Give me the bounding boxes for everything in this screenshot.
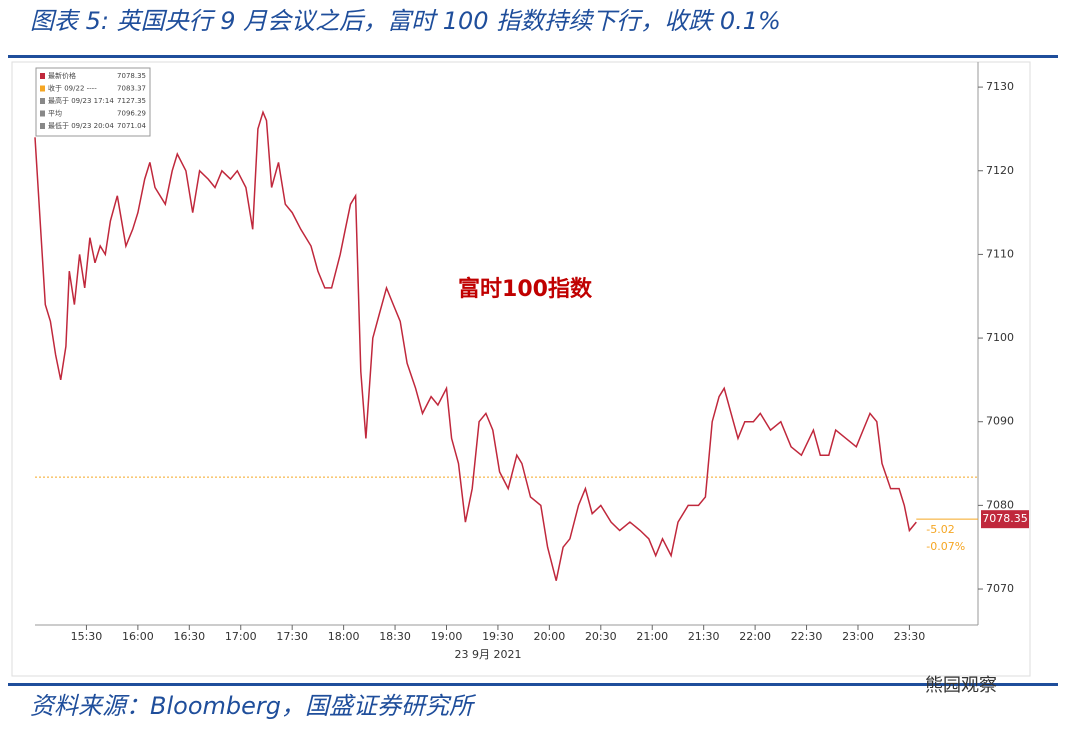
- legend-box: [35, 67, 151, 137]
- x-tick-label: 22:30: [791, 630, 823, 643]
- price-line: [34, 109, 917, 581]
- legend-swatch: [40, 85, 45, 92]
- legend-label: 最高于 09/23 17:14: [48, 96, 114, 105]
- legend-label: 最低于 09/23 20:04: [48, 121, 114, 130]
- rule: [8, 683, 1058, 686]
- legend-label: 收于 09/22 ----: [48, 84, 97, 93]
- y-tick-label: 7110: [986, 247, 1014, 260]
- x-tick-label: 21:00: [636, 630, 668, 643]
- legend-swatch: [40, 110, 45, 117]
- x-tick-label: 17:30: [276, 630, 308, 643]
- x-tick-label: 15:30: [71, 630, 103, 643]
- change: -5.02: [926, 523, 954, 536]
- change-pct: -0.07%: [926, 540, 965, 553]
- legend-value: 7083.37: [117, 85, 146, 93]
- legend-label: 最新价格: [48, 71, 76, 80]
- x-tick-label: 16:00: [122, 630, 154, 643]
- legend-swatch: [40, 123, 45, 129]
- x-tick-label: 21:30: [688, 630, 720, 643]
- last-price-label: 7078.35: [982, 512, 1028, 525]
- y-tick-label: 7090: [986, 415, 1014, 428]
- x-tick-label: 23:00: [842, 630, 874, 643]
- x-tick-label: 19:30: [482, 630, 514, 643]
- date-label: 23 9月 2021: [455, 648, 522, 661]
- x-tick-label: 17:00: [225, 630, 257, 643]
- title: 图表 5: 英国央行 9 月会议之后，富时 100 指数持续下行，收跌 0.1%: [30, 7, 781, 35]
- y-tick-label: 7070: [986, 582, 1014, 595]
- x-tick-label: 16:30: [173, 630, 205, 643]
- legend-value: 7096.29: [117, 110, 146, 118]
- x-tick-label: 20:30: [585, 630, 617, 643]
- legend-value: 7071.04: [117, 122, 146, 130]
- y-tick-label: 7100: [986, 331, 1014, 344]
- legend-swatch: [40, 73, 45, 79]
- x-tick-label: 20:00: [534, 630, 566, 643]
- x-tick-label: 23:30: [894, 630, 926, 643]
- legend: [35, 67, 151, 137]
- legend-value: 7078.35: [117, 72, 146, 80]
- x-tick-label: 19:00: [431, 630, 463, 643]
- x-tick-label: 22:00: [739, 630, 771, 643]
- watermark: 熊园观察: [925, 675, 997, 696]
- legend-label: 平均: [48, 109, 62, 118]
- y-tick-label: 7130: [986, 80, 1014, 93]
- x-tick-label: 18:00: [328, 630, 360, 643]
- source: 资料来源：Bloomberg，国盛证券研究所: [30, 692, 477, 720]
- y-tick-label: 7120: [986, 164, 1014, 177]
- legend-value: 7127.35: [117, 97, 146, 105]
- y-tick-label: 7080: [986, 498, 1014, 511]
- annotation: 富时100指数: [458, 276, 593, 302]
- x-tick-label: 18:30: [379, 630, 411, 643]
- chart-frame: [11, 61, 1031, 677]
- last-price-box: [981, 510, 1029, 529]
- rule: [8, 55, 1058, 58]
- legend-swatch: [40, 98, 45, 104]
